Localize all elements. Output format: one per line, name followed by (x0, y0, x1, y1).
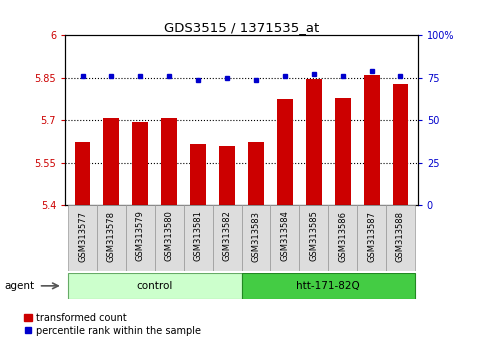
Bar (386, 205, 415, 271)
Bar (97, 205, 126, 271)
Bar (242, 273, 415, 299)
Text: GSM313578: GSM313578 (107, 211, 116, 262)
Text: GSM313584: GSM313584 (280, 211, 289, 262)
Text: GSM313587: GSM313587 (367, 211, 376, 262)
Text: agent: agent (5, 281, 35, 291)
Bar (357, 205, 386, 271)
Bar (219, 146, 235, 205)
Bar (68, 273, 242, 299)
Bar (74, 142, 90, 205)
Text: GSM313580: GSM313580 (165, 211, 174, 262)
Bar (213, 205, 242, 271)
Text: GSM313579: GSM313579 (136, 211, 145, 262)
Bar (328, 205, 357, 271)
Bar (184, 205, 213, 271)
Text: GSM313585: GSM313585 (309, 211, 318, 262)
Bar (155, 205, 184, 271)
Text: GSM313586: GSM313586 (338, 211, 347, 262)
Bar (299, 205, 328, 271)
Bar (306, 79, 322, 205)
Bar (126, 205, 155, 271)
Bar (132, 122, 148, 205)
Bar (248, 142, 264, 205)
Text: control: control (137, 281, 173, 291)
Legend: transformed count, percentile rank within the sample: transformed count, percentile rank withi… (24, 313, 201, 336)
Text: htt-171-82Q: htt-171-82Q (297, 281, 360, 291)
Bar (364, 75, 380, 205)
Text: GSM313583: GSM313583 (252, 211, 260, 262)
Text: GSM313588: GSM313588 (396, 211, 405, 262)
Bar (270, 205, 299, 271)
Bar (161, 118, 177, 205)
Bar (335, 98, 351, 205)
Bar (190, 144, 206, 205)
Text: GSM313582: GSM313582 (223, 211, 231, 262)
Bar (277, 99, 293, 205)
Bar (103, 118, 119, 205)
Text: GSM313581: GSM313581 (194, 211, 203, 262)
Bar (242, 205, 270, 271)
Bar (393, 84, 409, 205)
Title: GDS3515 / 1371535_at: GDS3515 / 1371535_at (164, 21, 319, 34)
Text: GSM313577: GSM313577 (78, 211, 87, 262)
Bar (68, 205, 97, 271)
